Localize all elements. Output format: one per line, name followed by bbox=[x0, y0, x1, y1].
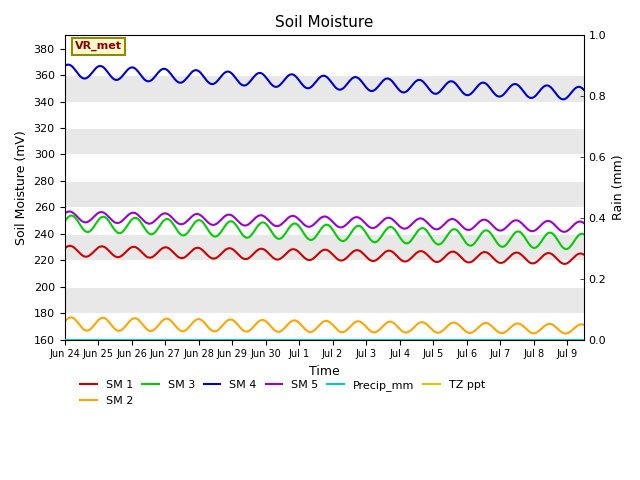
Precip_mm bbox=[580, 337, 588, 343]
Bar bbox=[65, 260, 584, 287]
SM 3 bbox=[580, 231, 588, 237]
Bar bbox=[65, 75, 584, 101]
SM 3 bbox=[308, 237, 316, 242]
SM 5 bbox=[580, 220, 588, 226]
SM 4 bbox=[580, 87, 588, 93]
SM 4 bbox=[559, 96, 567, 102]
SM 4 bbox=[488, 87, 495, 93]
SM 1 bbox=[342, 255, 350, 261]
Bar bbox=[65, 155, 584, 181]
Bar bbox=[65, 128, 584, 155]
SM 3 bbox=[488, 231, 495, 237]
Bar bbox=[65, 313, 584, 340]
Bar bbox=[65, 234, 584, 260]
SM 1 bbox=[570, 255, 577, 261]
Text: VR_met: VR_met bbox=[75, 41, 122, 51]
SM 2 bbox=[371, 329, 378, 335]
Precip_mm bbox=[61, 337, 68, 343]
SM 5 bbox=[308, 223, 316, 228]
Line: SM 1: SM 1 bbox=[65, 246, 584, 264]
SM 3 bbox=[371, 240, 378, 245]
SM 1 bbox=[312, 254, 319, 260]
Precip_mm bbox=[307, 337, 315, 343]
SM 5 bbox=[371, 225, 378, 230]
SM 1 bbox=[61, 246, 68, 252]
TZ ppt bbox=[486, 337, 494, 343]
SM 1 bbox=[580, 252, 588, 258]
Bar bbox=[65, 101, 584, 128]
Precip_mm bbox=[342, 337, 349, 343]
TZ ppt bbox=[370, 337, 378, 343]
SM 4 bbox=[61, 63, 68, 69]
SM 2 bbox=[580, 322, 588, 328]
Bar bbox=[65, 287, 584, 313]
SM 1 bbox=[371, 258, 378, 264]
Precip_mm bbox=[486, 337, 494, 343]
SM 5 bbox=[570, 222, 577, 228]
SM 3 bbox=[570, 240, 577, 245]
Bar bbox=[65, 181, 584, 207]
X-axis label: Time: Time bbox=[309, 365, 340, 378]
TZ ppt bbox=[61, 337, 68, 343]
SM 5 bbox=[560, 229, 568, 235]
SM 2 bbox=[308, 329, 316, 335]
SM 2 bbox=[561, 331, 569, 336]
TZ ppt bbox=[307, 337, 315, 343]
SM 3 bbox=[61, 219, 68, 225]
TZ ppt bbox=[310, 337, 318, 343]
SM 4 bbox=[65, 62, 72, 68]
SM 5 bbox=[61, 211, 68, 216]
SM 5 bbox=[66, 209, 74, 215]
SM 4 bbox=[371, 87, 378, 93]
SM 3 bbox=[68, 213, 76, 218]
SM 5 bbox=[312, 220, 319, 226]
TZ ppt bbox=[568, 337, 575, 343]
TZ ppt bbox=[580, 337, 588, 343]
SM 4 bbox=[342, 82, 350, 88]
Line: SM 2: SM 2 bbox=[65, 317, 584, 334]
SM 1 bbox=[561, 261, 569, 267]
Precip_mm bbox=[310, 337, 318, 343]
SM 3 bbox=[312, 234, 319, 240]
SM 2 bbox=[61, 319, 68, 325]
Title: Soil Moisture: Soil Moisture bbox=[275, 15, 373, 30]
SM 2 bbox=[488, 323, 495, 329]
Precip_mm bbox=[370, 337, 378, 343]
SM 1 bbox=[308, 256, 316, 262]
SM 5 bbox=[342, 221, 350, 227]
Legend: SM 1, SM 2, SM 3, SM 4, SM 5, Precip_mm, TZ ppt: SM 1, SM 2, SM 3, SM 4, SM 5, Precip_mm,… bbox=[76, 376, 490, 410]
Line: SM 5: SM 5 bbox=[65, 212, 584, 232]
SM 5 bbox=[488, 221, 495, 227]
SM 4 bbox=[570, 87, 577, 93]
Precip_mm bbox=[568, 337, 575, 343]
SM 2 bbox=[67, 314, 75, 320]
SM 3 bbox=[563, 246, 570, 252]
Line: SM 4: SM 4 bbox=[65, 65, 584, 99]
SM 4 bbox=[312, 80, 319, 85]
Bar bbox=[65, 207, 584, 234]
SM 1 bbox=[66, 243, 74, 249]
SM 2 bbox=[570, 326, 577, 332]
SM 1 bbox=[488, 253, 495, 259]
SM 4 bbox=[308, 83, 316, 89]
SM 3 bbox=[342, 236, 350, 242]
SM 2 bbox=[342, 327, 350, 333]
Y-axis label: Soil Moisture (mV): Soil Moisture (mV) bbox=[15, 130, 28, 245]
Line: SM 3: SM 3 bbox=[65, 216, 584, 249]
SM 2 bbox=[312, 326, 319, 332]
TZ ppt bbox=[342, 337, 349, 343]
Bar bbox=[65, 48, 584, 75]
Y-axis label: Rain (mm): Rain (mm) bbox=[612, 155, 625, 220]
